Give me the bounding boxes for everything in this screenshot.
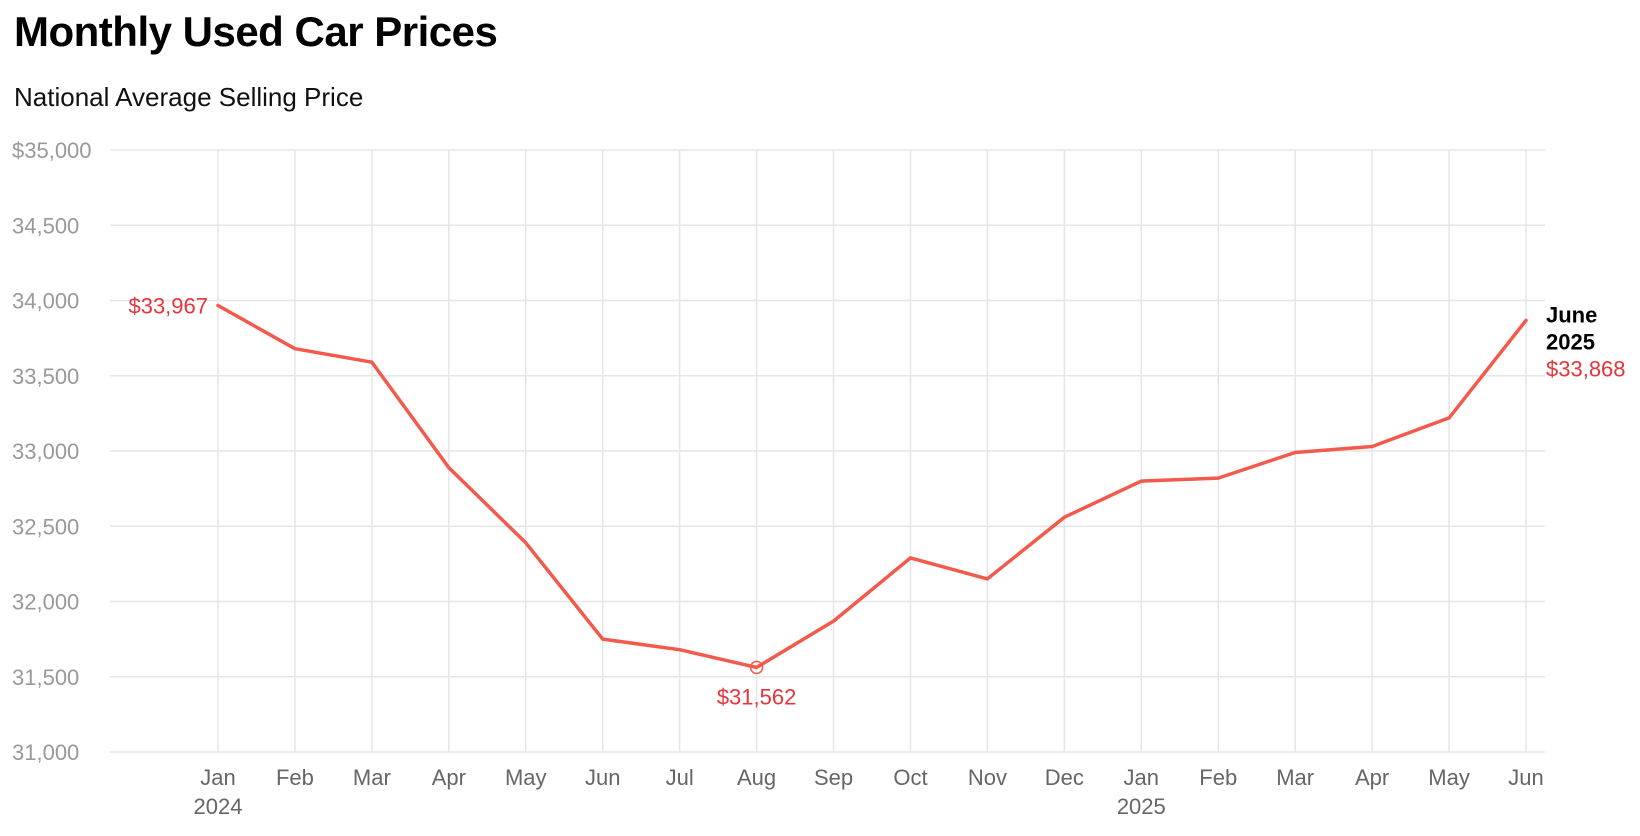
- x-tick-label: Jun: [585, 765, 620, 790]
- y-tick-label: 32,000: [12, 590, 79, 615]
- x-tick-label: May: [505, 765, 547, 790]
- y-axis: $35,000 34,500 34,000 33,500 33,000 32,500 32,…: [12, 138, 92, 765]
- x-tick-label: Feb: [276, 765, 314, 790]
- x-year-label: 2024: [194, 794, 243, 819]
- annotation-marker: [749, 660, 764, 675]
- y-tick-label: 33,000: [12, 439, 79, 464]
- y-tick-label: 32,500: [12, 514, 79, 539]
- x-tick-label: Sep: [814, 765, 853, 790]
- y-tick-label: $35,000: [12, 138, 92, 163]
- x-tick-label: May: [1428, 765, 1470, 790]
- x-tick-label: Jul: [666, 765, 694, 790]
- x-tick-label: Aug: [737, 765, 776, 790]
- x-tick-label: Mar: [1276, 765, 1314, 790]
- x-tick-label: Nov: [968, 765, 1007, 790]
- series-layer: [216, 303, 1528, 670]
- x-tick-label: Oct: [893, 765, 927, 790]
- x-tick-label: Jan: [200, 765, 235, 790]
- x-tick-label: Jan: [1124, 765, 1159, 790]
- end-label-value: $33,868: [1546, 356, 1626, 381]
- y-tick-label: 34,500: [12, 213, 79, 238]
- end-label-title: 2025: [1546, 329, 1595, 354]
- chart-title: Monthly Used Car Prices: [14, 8, 498, 55]
- y-tick-label: 31,500: [12, 665, 79, 690]
- chart-subtitle: National Average Selling Price: [14, 82, 364, 112]
- x-tick-label: Apr: [1355, 765, 1389, 790]
- x-tick-label: Apr: [432, 765, 466, 790]
- x-year-label: 2025: [1117, 794, 1166, 819]
- annotation-label: $33,967: [128, 293, 208, 318]
- annotation-label: $31,562: [717, 684, 797, 709]
- x-tick-label: Mar: [353, 765, 391, 790]
- x-tick-label: Feb: [1199, 765, 1237, 790]
- series-line: [216, 303, 1528, 670]
- x-axis: Jan Feb Mar Apr May Jun Jul Aug Sep Oct Nov Dec Jan F…: [194, 765, 1544, 819]
- end-label-title: June: [1546, 302, 1597, 327]
- y-tick-label: 31,000: [12, 740, 79, 765]
- grid-lines: [110, 149, 1545, 753]
- x-tick-label: Dec: [1045, 765, 1084, 790]
- x-tick-label: Jun: [1508, 765, 1543, 790]
- y-tick-label: 34,000: [12, 289, 79, 314]
- y-tick-label: 33,500: [12, 364, 79, 389]
